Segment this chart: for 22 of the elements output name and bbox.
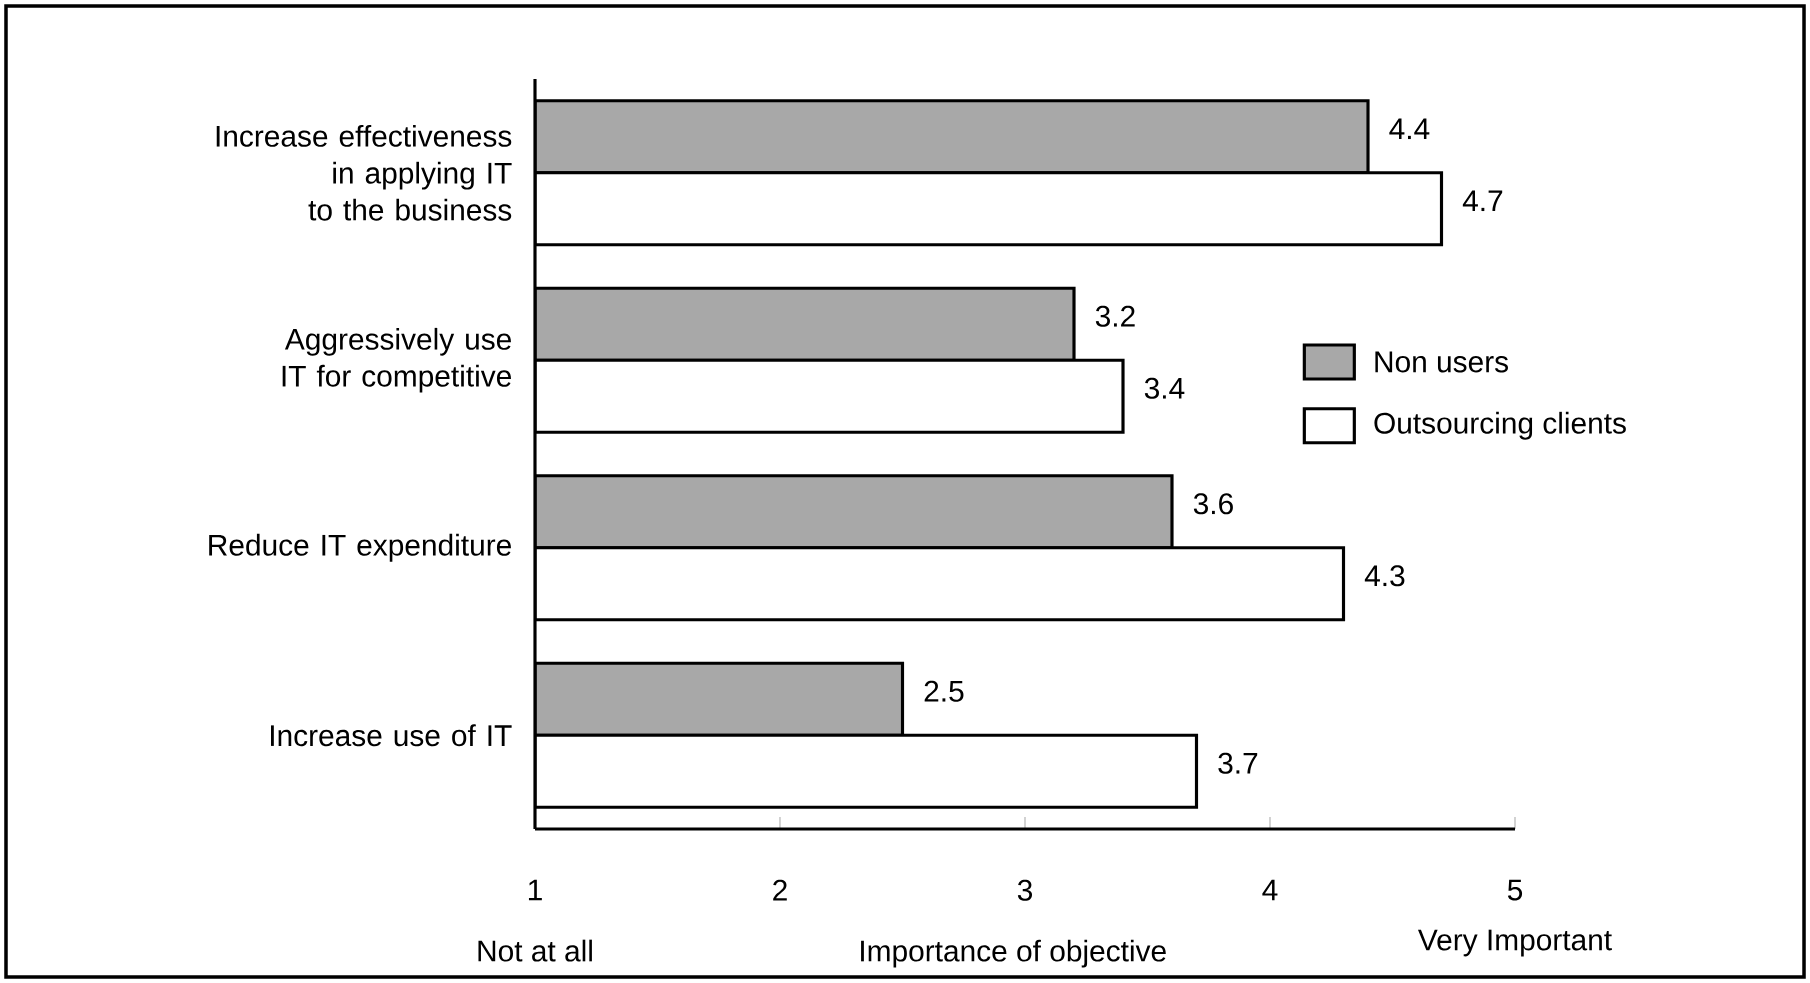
x-tick-label: 4 [1262,879,1278,901]
data-label: 2.5 [924,680,964,702]
data-label: 4.3 [1364,565,1405,587]
legend-label: Non users [1375,351,1508,373]
data-label: 3.4 [1144,377,1185,399]
text: Very Important [1417,929,1612,957]
y-tick-label: Increase use of IT [271,724,512,747]
x-axis-title: Importance of objective [861,939,1166,968]
data-label: 3.7 [1218,752,1258,774]
data-label: 4.7 [1462,190,1503,212]
text: Outsourcing clients [1374,411,1626,440]
data-label: 3.6 [1193,493,1233,515]
y-tick-label: Aggressively use IT for competitive [282,327,511,393]
y-tick-label: Increase effectiveness in applying IT to the business [216,124,512,221]
data-label: 4.4 [1389,118,1430,140]
x-tick-label: 3 [1017,879,1033,901]
text: Not at all [478,939,592,962]
x-tick-label: 5 [1507,879,1523,901]
x-tick-label: 2 [773,879,787,901]
data-label: 3.2 [1095,305,1135,327]
y-tick-label: Reduce IT expenditure [209,533,511,562]
x-tick-label: 1 [528,879,542,901]
